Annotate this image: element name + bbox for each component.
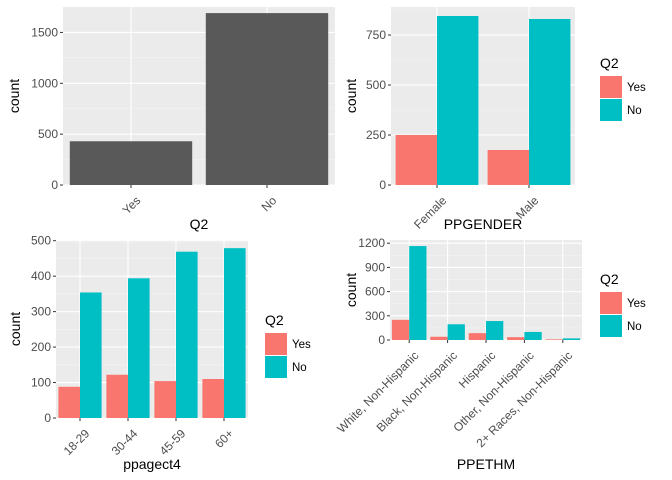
bar-no-1 <box>80 292 102 418</box>
x-tick-label: No <box>259 193 280 214</box>
bar-no-4 <box>224 248 246 418</box>
y-tick-label: 900 <box>365 260 385 274</box>
y-tick-label: 500 <box>38 127 58 141</box>
bar-no-3 <box>486 321 504 340</box>
legend-key-yes <box>265 333 287 355</box>
legend-label: No <box>292 362 307 374</box>
legend-label: Yes <box>627 298 646 310</box>
y-tick-label: 100 <box>31 376 51 390</box>
x-axis-title: ppagect4 <box>123 456 181 472</box>
bar-yes-1 <box>395 135 437 185</box>
legend-key-yes <box>600 292 622 314</box>
y-tick-label: 0 <box>51 178 58 192</box>
legend-label: No <box>627 321 642 333</box>
legend-key-no <box>600 99 622 121</box>
bar-count-1 <box>69 141 193 185</box>
y-tick-label: 1000 <box>31 76 58 90</box>
y-axis-title: count <box>7 312 23 346</box>
y-tick-label: 300 <box>365 309 385 323</box>
bar-yes-2 <box>430 336 448 340</box>
y-tick-label: 0 <box>44 411 51 425</box>
legend-label: Yes <box>627 82 646 94</box>
legend-key-yes <box>600 76 622 98</box>
y-tick-label: 1500 <box>31 25 58 39</box>
x-tick-label: 30-44 <box>109 426 141 458</box>
bar-no-2 <box>529 19 571 185</box>
legend-title: Q2 <box>265 312 284 328</box>
legend-title: Q2 <box>600 55 619 71</box>
legend-label: No <box>627 105 642 117</box>
x-tick-label: 18-29 <box>61 426 93 458</box>
bar-yes-4 <box>202 378 224 418</box>
bar-yes-1 <box>58 386 80 418</box>
bar-yes-1 <box>391 319 410 340</box>
y-axis-title: count <box>343 273 359 307</box>
x-tick-label: 60+ <box>212 426 236 450</box>
bar-no-2 <box>447 324 465 340</box>
bar-no-3 <box>176 251 198 418</box>
legend: Q2 Yes No <box>600 271 646 337</box>
legend: Q2 Yes No <box>600 55 646 121</box>
legend: Q2 Yes No <box>265 312 311 378</box>
bar-yes-2 <box>487 150 529 185</box>
y-tick-label: 200 <box>31 340 51 354</box>
x-axis-title: Q2 <box>190 216 209 232</box>
y-tick-label: 300 <box>31 305 51 319</box>
y-tick-label: 750 <box>366 28 386 42</box>
y-tick-label: 0 <box>378 333 385 347</box>
y-axis-title: count <box>6 79 22 113</box>
y-axis-title: count <box>343 79 359 113</box>
y-tick-label: 1200 <box>358 236 385 250</box>
legend-key-no <box>265 356 287 378</box>
bar-yes-2 <box>106 374 128 418</box>
x-tick-label: Yes <box>120 193 144 217</box>
x-axis-title: PPGENDER <box>444 216 523 232</box>
bar-count-2 <box>205 13 329 185</box>
legend-label: Yes <box>292 339 311 351</box>
bar-yes-3 <box>468 333 486 340</box>
legend-key-no <box>600 315 622 337</box>
legend-title: Q2 <box>600 271 619 287</box>
chart-panel-1: 0 500 1000 1500 Yes No Q2 count <box>6 7 335 232</box>
x-tick-label: 45-59 <box>157 426 189 458</box>
y-tick-label: 400 <box>31 269 51 283</box>
y-tick-label: 500 <box>31 234 51 248</box>
bar-no-2 <box>128 278 150 418</box>
x-axis-title: PPETHM <box>457 456 515 472</box>
y-tick-label: 500 <box>366 78 386 92</box>
bar-yes-4 <box>507 337 525 340</box>
y-tick-label: 250 <box>366 128 386 142</box>
bar-yes-3 <box>154 381 176 418</box>
bar-no-5 <box>562 338 581 340</box>
y-tick-label: 0 <box>379 178 386 192</box>
bar-no-1 <box>437 16 479 185</box>
chart-panel-3: 0 100 200 300 400 500 18-29 30-44 45-59 60+ ppagec… <box>7 234 311 472</box>
bar-no-1 <box>409 246 427 340</box>
bar-yes-5 <box>545 339 563 340</box>
y-tick-label: 600 <box>365 285 385 299</box>
bar-no-4 <box>524 331 542 340</box>
